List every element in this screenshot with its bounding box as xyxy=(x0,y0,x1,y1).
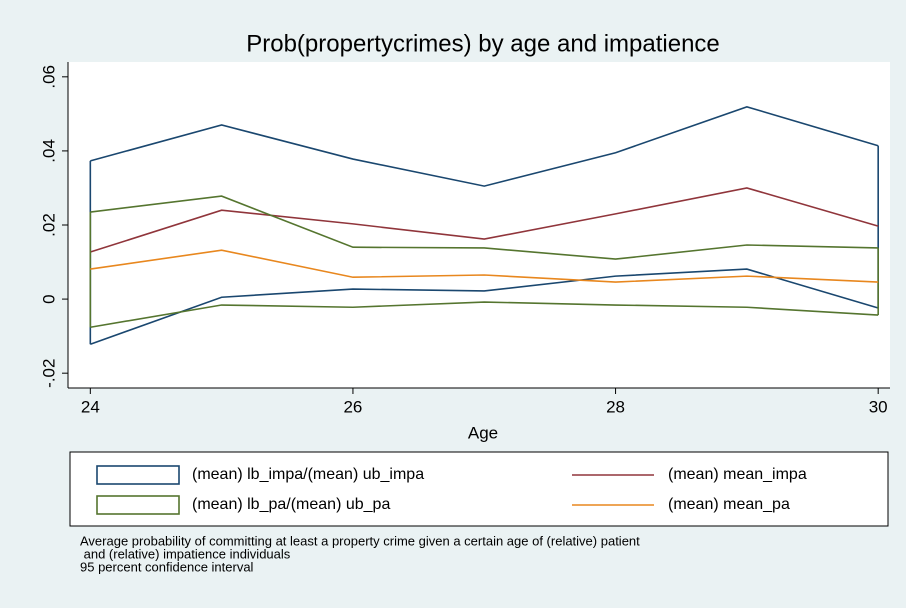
note: Average probability of committing at lea… xyxy=(80,533,640,548)
legend-label: (mean) mean_impa xyxy=(668,466,807,483)
x-tick-label: 26 xyxy=(343,397,362,416)
plot-area xyxy=(68,62,890,388)
y-tick-label: .06 xyxy=(39,65,58,89)
range-upper xyxy=(90,195,879,260)
x-tick-label: 30 xyxy=(869,397,888,416)
series-line xyxy=(90,249,879,283)
x-tick-label: 28 xyxy=(606,397,625,416)
legend-label: (mean) lb_pa/(mean) ub_pa xyxy=(192,496,390,513)
chart-title: Prob(propertycrimes) by age and impatien… xyxy=(246,30,720,57)
legend-swatch xyxy=(96,495,180,515)
range-lower xyxy=(90,301,879,329)
legend-label: (mean) lb_impa/(mean) ub_impa xyxy=(192,466,424,483)
range-lower xyxy=(90,268,879,346)
x-axis-label: Age xyxy=(468,423,498,442)
legend-swatch xyxy=(96,465,180,485)
note: 95 percent confidence interval xyxy=(80,559,254,574)
y-tick-label: .02 xyxy=(39,213,58,237)
y-tick-label: 0 xyxy=(39,294,58,303)
note: and (relative) impatience individuals xyxy=(80,546,291,561)
y-tick-label: .04 xyxy=(39,139,58,163)
legend-label: (mean) mean_pa xyxy=(668,496,790,513)
series-line xyxy=(90,187,879,253)
y-tick-label: -.02 xyxy=(39,359,58,388)
legend xyxy=(69,451,889,527)
x-tick-label: 24 xyxy=(81,397,100,416)
range-upper xyxy=(90,105,879,187)
